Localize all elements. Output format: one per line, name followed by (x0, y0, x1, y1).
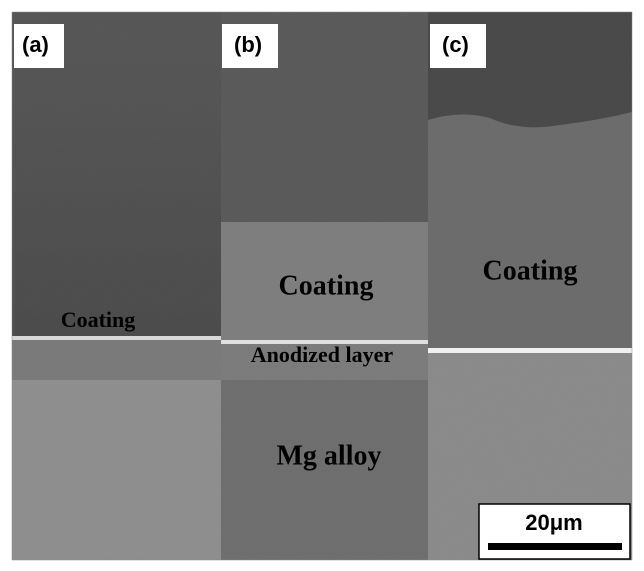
label-box (14, 24, 64, 68)
label-box (430, 24, 486, 68)
annotation: Coating (61, 307, 136, 332)
scale-bar-label: 20μm (525, 510, 583, 535)
panel-b-substrate (221, 380, 428, 560)
panel-label: (c) (442, 32, 469, 57)
annotation: Anodized layer (251, 342, 394, 367)
panel-b-coating (221, 222, 428, 340)
annotation: Coating (279, 270, 374, 301)
panel-label: (a) (22, 32, 49, 57)
image-border (11, 11, 633, 561)
annotation: Mg alloy (277, 440, 382, 471)
panel-a-substrate (12, 380, 221, 560)
panel-b-anodized (221, 344, 428, 380)
annotation: Coating (483, 255, 578, 286)
panel-label: (b) (234, 32, 262, 57)
panel-c-interface (428, 348, 632, 353)
panel-b-interface (221, 340, 428, 344)
panel-a-substrate-upper (12, 340, 221, 380)
panel-a-interface (12, 336, 221, 340)
sem-image (12, 12, 632, 560)
label-box (222, 24, 278, 68)
scale-bar (488, 543, 622, 550)
